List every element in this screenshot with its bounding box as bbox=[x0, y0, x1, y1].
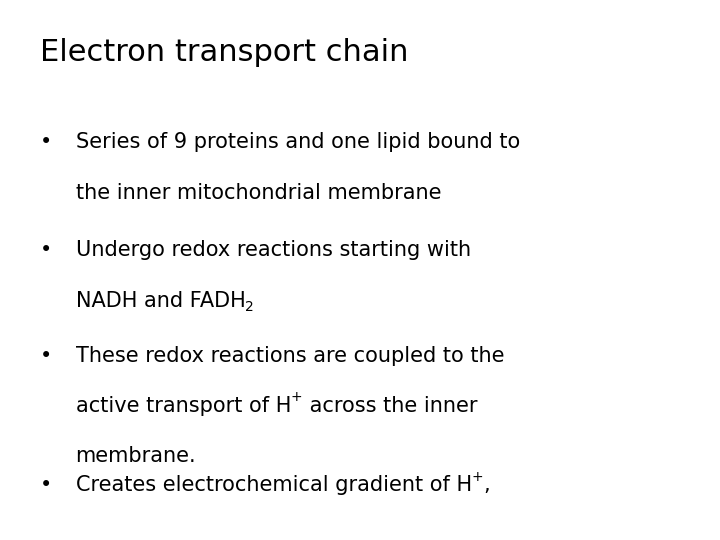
Text: membrane.: membrane. bbox=[76, 446, 197, 466]
Text: active transport of H: active transport of H bbox=[76, 396, 291, 416]
Text: •: • bbox=[40, 346, 52, 366]
Text: •: • bbox=[40, 240, 52, 260]
Text: ,: , bbox=[483, 475, 490, 495]
Text: the inner mitochondrial membrane: the inner mitochondrial membrane bbox=[76, 183, 441, 202]
Text: 2: 2 bbox=[246, 300, 254, 314]
Text: +: + bbox=[472, 470, 483, 484]
Text: Creates electrochemical gradient of H: Creates electrochemical gradient of H bbox=[76, 475, 472, 495]
Text: Series of 9 proteins and one lipid bound to: Series of 9 proteins and one lipid bound… bbox=[76, 132, 520, 152]
Text: These redox reactions are coupled to the: These redox reactions are coupled to the bbox=[76, 346, 504, 366]
Text: across the inner: across the inner bbox=[302, 396, 477, 416]
Text: NADH and FADH: NADH and FADH bbox=[76, 291, 246, 310]
Text: Undergo redox reactions starting with: Undergo redox reactions starting with bbox=[76, 240, 471, 260]
Text: +: + bbox=[291, 390, 302, 404]
Text: •: • bbox=[40, 475, 52, 495]
Text: •: • bbox=[40, 132, 52, 152]
Text: Electron transport chain: Electron transport chain bbox=[40, 38, 408, 67]
